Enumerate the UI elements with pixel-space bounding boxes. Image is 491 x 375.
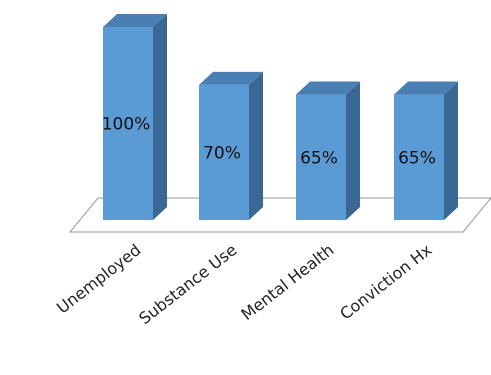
bar-top-conviction-hx <box>394 81 458 95</box>
bar-front-unemployed <box>103 27 153 220</box>
bar-side-substance-use <box>249 71 263 221</box>
category-label-conviction-hx: Conviction Hx <box>336 240 435 323</box>
bar-top-substance-use <box>199 71 263 85</box>
category-label-mental-health: Mental Health <box>238 240 338 324</box>
bar-top-mental-health <box>296 81 360 95</box>
category-label-unemployed: Unemployed <box>53 240 144 317</box>
data-label-unemployed: 100% <box>102 115 151 135</box>
bar-substance-use <box>199 71 263 221</box>
bar-unemployed <box>103 14 167 220</box>
bar-conviction-hx <box>394 81 458 220</box>
data-label-mental-health: 65% <box>300 148 338 168</box>
bar-side-mental-health <box>346 81 360 220</box>
data-label-conviction-hx: 65% <box>398 148 436 168</box>
bar-front-conviction-hx <box>394 94 444 220</box>
chart-floor <box>68 197 491 233</box>
bar-front-substance-use <box>199 84 249 221</box>
bar-top-unemployed <box>103 14 167 27</box>
data-labels-group: 100% 70% 65% 65% <box>102 115 436 169</box>
bar-side-unemployed <box>153 14 167 220</box>
data-label-substance-use: 70% <box>203 143 241 163</box>
bar-side-conviction-hx <box>444 81 458 220</box>
bar-front-mental-health <box>296 94 346 220</box>
category-label-substance-use: Substance Use <box>135 240 240 328</box>
bar-mental-health <box>296 81 360 220</box>
bars-group <box>103 14 458 221</box>
